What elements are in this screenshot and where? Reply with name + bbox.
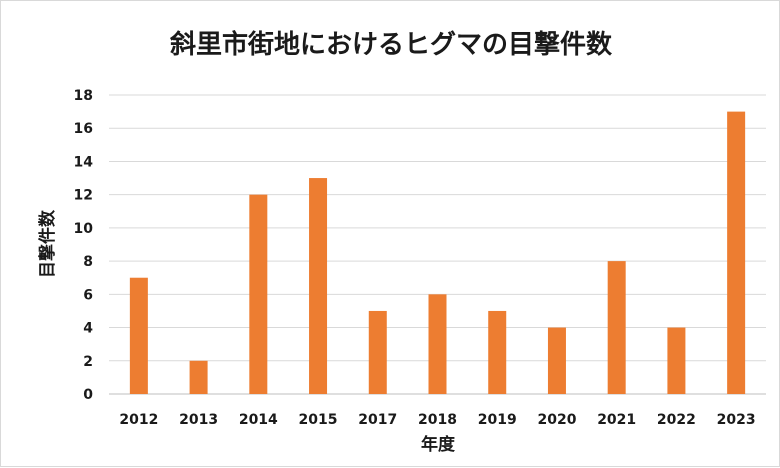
x-tick-label: 2012 [119, 412, 158, 428]
y-tick-label: 2 [83, 354, 93, 370]
bar-2014 [249, 194, 268, 394]
bar-2019 [488, 310, 507, 394]
x-tick-label: 2020 [537, 412, 576, 428]
bar-2017 [368, 310, 387, 394]
x-tick-label: 2022 [657, 412, 696, 428]
x-tick-label: 2018 [418, 412, 457, 428]
y-tick-label: 10 [74, 221, 94, 237]
y-tick-label: 4 [83, 321, 93, 337]
bar-2021 [607, 261, 626, 394]
y-tick-label: 18 [74, 88, 93, 104]
y-tick-label: 14 [74, 154, 94, 170]
y-tick-label: 0 [83, 387, 93, 403]
y-tick-label: 16 [74, 121, 93, 137]
y-axis-label: 目撃件数 [37, 209, 58, 278]
bars [129, 111, 746, 394]
bar-2015 [309, 178, 328, 394]
x-axis-ticks: 2012 2013 2014 2015 2017 2018 2019 2020 2021 2022… [119, 412, 755, 428]
gridlines [109, 94, 766, 395]
x-tick-label: 2021 [597, 412, 636, 428]
x-axis-label: 年度 [421, 434, 456, 455]
bar-2018 [428, 294, 447, 394]
x-tick-label: 2013 [179, 412, 218, 428]
bar-2013 [189, 360, 208, 394]
bar-2023 [727, 111, 746, 394]
x-tick-label: 2019 [478, 412, 517, 428]
y-axis-ticks: 0 2 4 6 8 10 12 14 16 18 [74, 88, 94, 403]
x-tick-label: 2017 [358, 412, 397, 428]
bar-2022 [667, 327, 686, 394]
chart-title: 斜里市街地におけるヒグマの目撃件数 [169, 29, 613, 60]
y-tick-label: 6 [83, 287, 93, 303]
x-tick-label: 2014 [239, 412, 278, 428]
x-tick-label: 2015 [299, 412, 338, 428]
bar-2020 [547, 327, 566, 394]
y-tick-label: 8 [83, 254, 93, 270]
x-tick-label: 2023 [717, 412, 756, 428]
y-tick-label: 12 [74, 188, 93, 204]
bar-2012 [129, 277, 148, 394]
